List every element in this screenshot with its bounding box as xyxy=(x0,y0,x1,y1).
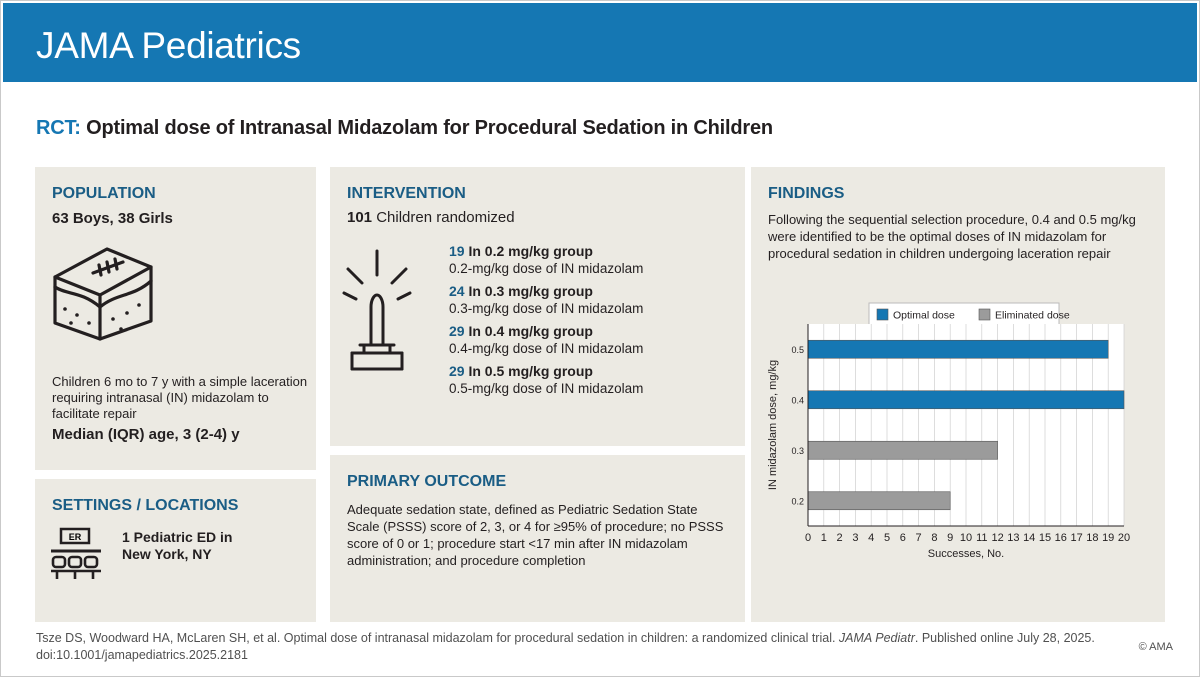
intervention-panel: INTERVENTION 101 Children randomized 19 … xyxy=(330,167,745,446)
bar xyxy=(807,339,1109,359)
title-prefix: RCT: xyxy=(36,117,81,139)
chart-labels: 0 1 2 3 4 5 6 7 8 9 10 11 12 13 14 15 16 17 18 19 200.50.40.… xyxy=(767,345,1130,560)
citation-post: . Published online July 28, 2025. doi:10… xyxy=(36,631,1095,662)
legend-swatch xyxy=(978,308,991,321)
x-tick-label: 3 xyxy=(852,532,858,544)
randomized-count: 101 xyxy=(347,209,373,226)
x-tick-label: 16 xyxy=(1055,532,1067,544)
x-tick-label: 12 xyxy=(991,532,1003,544)
x-tick-label: 2 xyxy=(837,532,843,544)
group-desc: 0.5-mg/kg dose of IN midazolam xyxy=(449,381,644,396)
population-age: Median (IQR) age, 3 (2-4) y xyxy=(52,426,240,443)
journal-brand[interactable]: JAMA Pediatrics xyxy=(36,25,301,66)
outcome-title: PRIMARY OUTCOME xyxy=(347,473,507,490)
x-tick-label: 1 xyxy=(821,532,827,544)
chart-bars xyxy=(807,339,1125,511)
x-tick-label: 13 xyxy=(1007,532,1019,544)
group-0-5: 29 In 0.5 mg/kg group 0.5-mg/kg dose of … xyxy=(449,363,739,397)
settings-panel: SETTINGS / LOCATIONS ER 1 Pediatric ED i… xyxy=(35,479,316,622)
group-count: 29 xyxy=(449,363,465,379)
legend-label: Eliminated dose xyxy=(995,310,1070,322)
chart-axes xyxy=(807,324,1124,527)
bar xyxy=(807,440,998,460)
group-label: In 0.4 mg/kg group xyxy=(468,323,593,339)
findings-panel: FINDINGS Following the sequential select… xyxy=(751,167,1165,622)
x-tick-label: 7 xyxy=(916,532,922,544)
group-desc: 0.2-mg/kg dose of IN midazolam xyxy=(449,261,644,276)
x-tick-label: 11 xyxy=(976,532,987,544)
x-tick-label: 4 xyxy=(868,532,874,544)
group-desc: 0.4-mg/kg dose of IN midazolam xyxy=(449,341,644,356)
y-axis-title: IN midazolam dose, mg/kg xyxy=(767,360,779,490)
group-label: In 0.2 mg/kg group xyxy=(468,243,593,259)
outcome-panel: PRIMARY OUTCOME Adequate sedation state,… xyxy=(330,455,745,622)
page-title: RCT: Optimal dose of Intranasal Midazola… xyxy=(36,117,773,140)
x-tick-label: 15 xyxy=(1039,532,1051,544)
copyright: © AMA xyxy=(1138,641,1173,653)
outcome-text: Adequate sedation state, defined as Pedi… xyxy=(347,502,724,568)
location-line2: New York, NY xyxy=(122,546,212,562)
citation-pre: Tsze DS, Woodward HA, McLaren SH, et al.… xyxy=(36,631,839,645)
x-tick-label: 17 xyxy=(1070,532,1082,544)
population-description: Children 6 mo to 7 y with a simple lacer… xyxy=(52,374,308,421)
findings-title: FINDINGS xyxy=(768,185,845,202)
emergency-room-icon: ER xyxy=(51,527,101,579)
y-tick-label: 0.5 xyxy=(791,345,804,355)
group-count: 29 xyxy=(449,323,465,339)
x-axis-title: Successes, No. xyxy=(928,548,1004,560)
population-counts: 63 Boys, 38 Girls xyxy=(52,210,173,227)
y-tick-label: 0.2 xyxy=(791,496,804,506)
x-tick-label: 10 xyxy=(960,532,972,544)
randomized-line: 101 Children randomized xyxy=(347,209,515,226)
legend-swatch xyxy=(876,308,889,321)
x-tick-label: 5 xyxy=(884,532,890,544)
nasal-spray-icon xyxy=(342,249,412,371)
citation-journal: JAMA Pediatr xyxy=(838,631,915,645)
er-badge-text: ER xyxy=(69,532,82,542)
settings-title: SETTINGS / LOCATIONS xyxy=(52,497,239,514)
group-label: In 0.5 mg/kg group xyxy=(468,363,593,379)
x-tick-label: 14 xyxy=(1023,532,1035,544)
group-desc: 0.3-mg/kg dose of IN midazolam xyxy=(449,301,644,316)
y-tick-label: 0.4 xyxy=(791,395,804,405)
population-panel: POPULATION 63 Boys, 38 Girls Children 6 … xyxy=(35,167,316,470)
x-tick-label: 6 xyxy=(900,532,906,544)
group-count: 19 xyxy=(449,243,465,259)
x-tick-label: 18 xyxy=(1086,532,1098,544)
skin-laceration-icon xyxy=(53,247,153,341)
x-tick-label: 9 xyxy=(947,532,953,544)
legend-label: Optimal dose xyxy=(893,310,955,322)
x-tick-label: 19 xyxy=(1102,532,1114,544)
y-tick-label: 0.3 xyxy=(791,446,804,456)
findings-bar-chart: Optimal dose Eliminated dose 0 1 2 3 4 5 6 7 8 9 10… xyxy=(767,302,1130,560)
findings-text: Following the sequential selection proce… xyxy=(768,212,1136,261)
intervention-title: INTERVENTION xyxy=(347,185,466,202)
x-tick-label: 8 xyxy=(931,532,937,544)
population-title: POPULATION xyxy=(52,185,156,202)
bar xyxy=(807,390,1125,410)
journal-header: JAMA Pediatrics xyxy=(3,3,1197,82)
group-0-2: 19 In 0.2 mg/kg group 0.2-mg/kg dose of … xyxy=(449,243,739,277)
group-0-3: 24 In 0.3 mg/kg group 0.3-mg/kg dose of … xyxy=(449,283,739,317)
citation: Tsze DS, Woodward HA, McLaren SH, et al.… xyxy=(36,630,1096,664)
bar xyxy=(807,491,951,511)
location-line1: 1 Pediatric ED in xyxy=(122,529,233,545)
chart-legend: Optimal dose Eliminated dose xyxy=(868,302,1070,326)
x-tick-label: 0 xyxy=(805,532,811,544)
group-label: In 0.3 mg/kg group xyxy=(468,283,593,299)
randomized-label: Children randomized xyxy=(376,209,515,226)
group-count: 24 xyxy=(449,283,465,299)
title-text: Optimal dose of Intranasal Midazolam for… xyxy=(86,117,773,139)
x-tick-label: 20 xyxy=(1118,532,1130,544)
group-0-4: 29 In 0.4 mg/kg group 0.4-mg/kg dose of … xyxy=(449,323,739,357)
